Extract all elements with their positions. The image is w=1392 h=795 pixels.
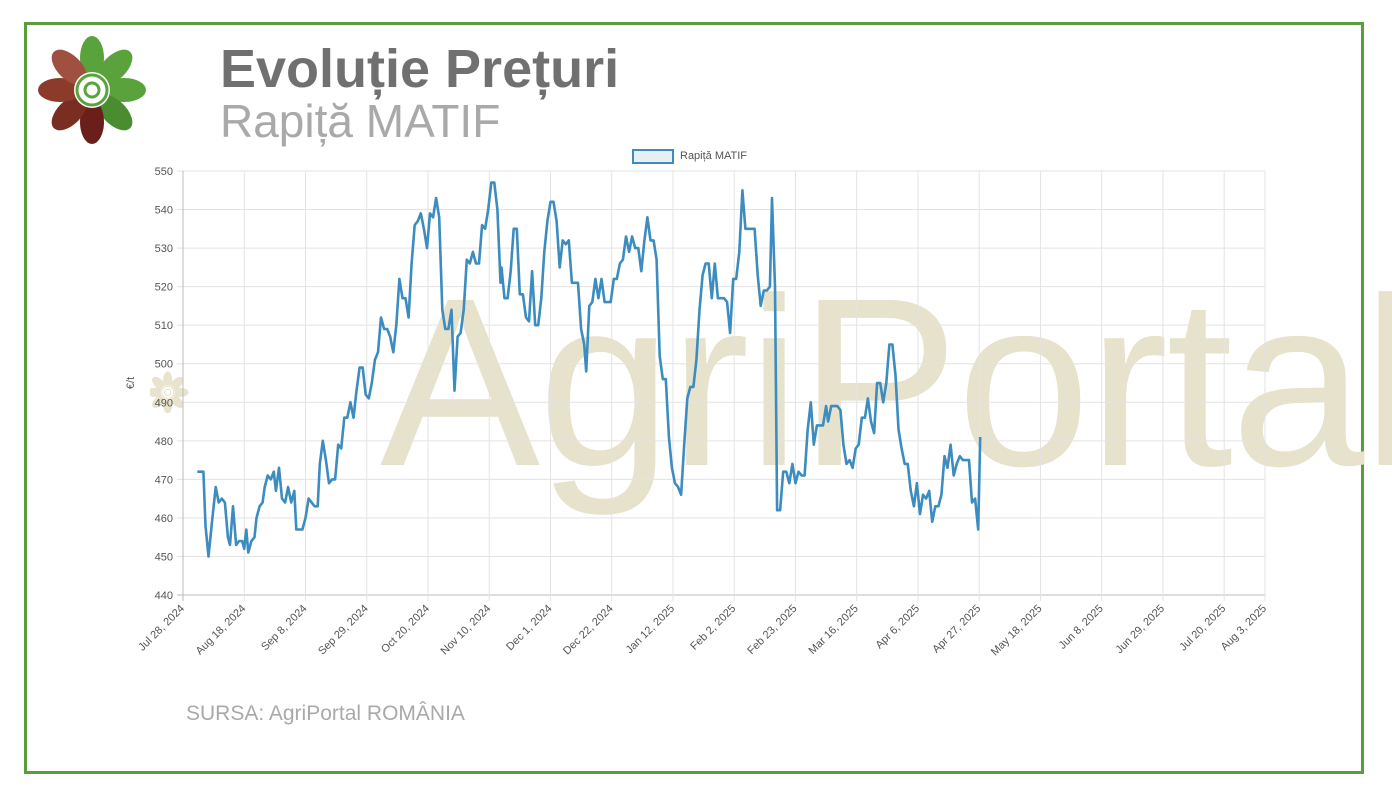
- agriportal-flower-logo-icon: [38, 36, 146, 144]
- y-tick-label: 450: [155, 551, 173, 563]
- legend-swatch: [632, 148, 674, 164]
- x-tick-label: Dec 22, 2024: [561, 603, 616, 658]
- x-tick-label: Oct 20, 2024: [379, 603, 432, 656]
- page-title: Evoluție Prețuri: [220, 39, 620, 99]
- watermark-flower-icon: [150, 371, 189, 414]
- x-tick-label: Jul 28, 2024: [136, 603, 187, 654]
- x-tick-label: Aug 18, 2024: [194, 603, 249, 658]
- y-tick-label: 520: [155, 282, 173, 294]
- legend-label: Rapiță MATIF: [680, 150, 748, 162]
- chart-frame: [24, 22, 1364, 774]
- y-tick-label: 510: [155, 320, 173, 332]
- series-line-rapita-matif: [197, 181, 982, 558]
- y-tick-label: 500: [155, 359, 173, 371]
- x-tick-label: Apr 27, 2025: [930, 603, 983, 656]
- x-tick-label: May 18, 2025: [989, 603, 1045, 659]
- y-tick-label: 550: [155, 166, 173, 178]
- chart-legend[interactable]: Rapiță MATIF: [632, 148, 747, 164]
- x-tick-label: Dec 1, 2024: [504, 603, 554, 653]
- x-tick-label: Apr 6, 2025: [873, 603, 922, 652]
- page-subtitle: Rapiță MATIF: [220, 95, 501, 147]
- x-tick-label: Feb 23, 2025: [745, 603, 799, 657]
- x-tick-label: Sep 29, 2024: [316, 603, 371, 658]
- x-tick-label: Jun 29, 2025: [1114, 603, 1167, 656]
- y-tick-label: 480: [155, 436, 173, 448]
- x-tick-label: Jan 12, 2025: [624, 603, 677, 656]
- x-tick-label: Feb 2, 2025: [688, 603, 738, 653]
- y-axis-label: €/t: [125, 377, 137, 389]
- y-tick-label: 530: [155, 243, 173, 255]
- x-tick-label: Mar 16, 2025: [806, 603, 860, 657]
- x-axis-ticks: Jul 28, 2024 Aug 18, 2024 Sep 8, 2024 Sep 2…: [136, 603, 1269, 659]
- x-tick-label: Nov 10, 2024: [439, 603, 494, 658]
- x-tick-label: Jun 8, 2025: [1057, 603, 1106, 652]
- y-tick-label: 460: [155, 513, 173, 525]
- y-tick-label: 540: [155, 205, 173, 217]
- x-tick-label: Sep 8, 2024: [259, 603, 309, 653]
- y-tick-label: 440: [155, 590, 173, 602]
- source-note: SURSA: AgriPortal ROMÂNIA: [186, 702, 465, 725]
- y-tick-label: 470: [155, 474, 173, 486]
- y-axis-ticks: 440 450 460 470 480 490 500 510 520 530 540 550: [155, 166, 173, 602]
- chart-grid: [177, 170, 1266, 601]
- y-tick-label: 490: [155, 397, 173, 409]
